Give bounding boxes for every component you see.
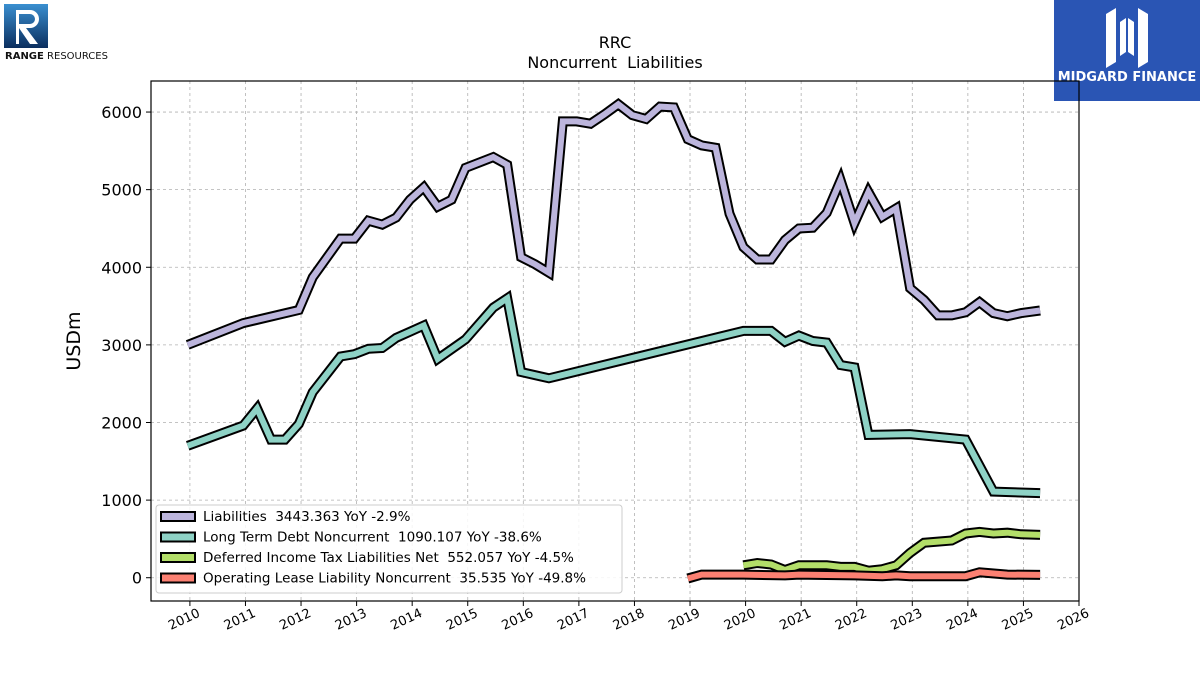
plot-frame [150,80,1080,602]
series-line [742,528,1041,574]
legend-swatch [160,511,196,522]
legend-label: Long Term Debt Noncurrent 1090.107 YoY -… [203,530,542,546]
series-2 [742,526,1041,576]
series-line [186,293,1041,497]
legend-label: Deferred Income Tax Liabilities Net 552.… [203,550,574,566]
range-logo-text: RANGE RESOURCES [5,51,108,62]
x-tick-label: 2017 [555,606,591,634]
series-0 [185,98,1041,350]
x-tick-label: 2021 [778,606,814,634]
series-1 [185,289,1041,499]
x-tick-label: 2023 [889,606,925,634]
legend-swatch [160,552,196,563]
y-axis-label: USDm [63,311,85,370]
x-tick-label: 2010 [166,606,202,634]
y-tick-label: 5000 [101,181,142,200]
x-tick-label: 2011 [222,606,258,634]
y-tick-label: 1000 [101,491,142,510]
range-logo-mark-icon [4,4,48,48]
y-tick-label: 2000 [101,413,142,432]
legend-swatch [160,531,196,543]
chart-title: RRC [599,33,632,52]
x-tick-label: 2016 [500,606,536,634]
y-tick-label: 0 [132,569,142,588]
midgard-logo-mark-icon [1106,8,1148,68]
x-tick-label: 2018 [611,606,647,634]
chart-subtitle: Noncurrent Liabilities [527,53,702,72]
midgard-logo-text: MIDGARD FINANCE [1057,70,1197,85]
legend-label: Liabilities 3443.363 YoY -2.9% [203,509,411,525]
x-tick-label: 2013 [333,606,369,634]
x-tick-label: 2020 [722,606,758,634]
midgard-finance-logo: MIDGARD FINANCE [1054,0,1200,101]
y-tick-label: 3000 [101,336,142,355]
series-line-outline [185,98,1041,350]
legend-label: Operating Lease Liability Noncurrent 35.… [203,571,586,587]
series-line [686,569,1041,582]
legend-box [155,504,623,594]
x-tick-label: 2019 [666,606,702,634]
x-tick-label: 2025 [1000,606,1036,634]
x-tick-label: 2014 [389,606,425,634]
x-tick-label: 2024 [944,606,980,634]
series-3 [686,567,1041,584]
x-tick-label: 2026 [1055,606,1091,634]
series-line [186,100,1041,348]
y-tick-label: 4000 [101,258,142,277]
range-resources-logo: RANGE RESOURCES [4,4,124,64]
x-tick-label: 2015 [444,606,480,634]
y-tick-label: 6000 [101,103,142,122]
x-tick-label: 2022 [833,606,869,634]
x-tick-label: 2012 [277,606,313,634]
legend-swatch [160,572,196,584]
